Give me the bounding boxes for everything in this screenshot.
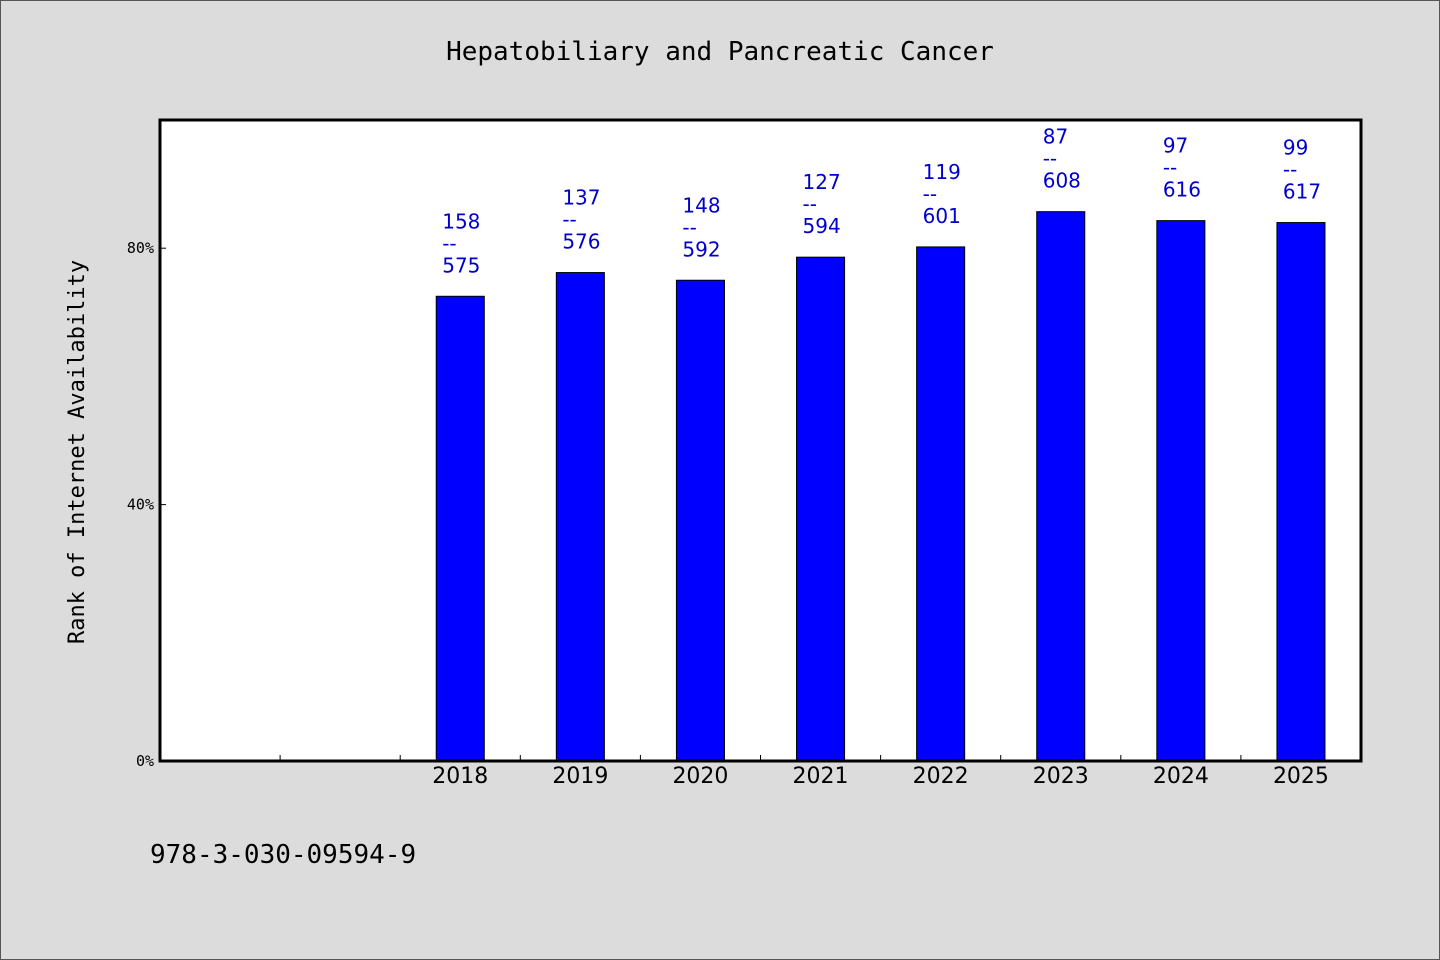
bar [1276,222,1326,762]
x-tick-label: 2019 [552,764,608,789]
y-tick-label: 80% [127,239,154,257]
x-tick-label: 2023 [1033,764,1089,789]
bar-value-label: 576 [562,230,600,254]
bar-value-label: -- [1043,147,1057,171]
bar-value-label: -- [923,182,937,206]
bar-value-label: 127 [803,170,841,194]
bar-value-label: 592 [682,237,720,261]
bar-value-label: 601 [923,204,961,228]
bar-value-label: 575 [442,253,480,277]
y-axis-label: Rank of Internet Availability [65,260,90,644]
x-tick-label: 2018 [432,764,488,789]
bar-value-label: 608 [1043,169,1081,193]
bar-value-label: 616 [1163,178,1201,202]
x-tick-label: 2021 [793,764,849,789]
bar-value-label: 148 [682,193,720,217]
bar-value-label: -- [1283,158,1297,182]
bar [675,279,725,762]
bar [1156,220,1206,762]
bar-value-label: -- [1163,156,1177,180]
x-tick-label: 2024 [1153,764,1209,789]
x-tick-label: 2020 [672,764,728,789]
isbn-footer: 978-3-030-09594-9 [150,840,416,870]
y-tick-label: 40% [127,496,154,514]
bars-group: 158--575137--576148--592127--594119--601… [435,125,1326,762]
plot-border [158,118,1363,763]
bar-value-label: -- [562,208,576,232]
bar-value-label: -- [442,231,456,255]
x-tick-label: 2022 [913,764,969,789]
bar-value-label: 87 [1043,125,1068,149]
chart-title: Hepatobiliary and Pancreatic Cancer [446,37,994,67]
bar [555,272,605,762]
bar [916,246,966,762]
bar-value-label: 617 [1283,180,1321,204]
y-tick-label: 0% [136,752,154,770]
x-tick-label: 2025 [1273,764,1329,789]
bar [1036,211,1086,762]
ticks-group: 0% 40% 80% 2018 2019 2020 2021 2022 2023 2024 2025 [127,239,1329,789]
bar-value-label: 99 [1283,136,1308,160]
bar-value-label: 158 [442,209,480,233]
bar-value-label: 137 [562,186,600,210]
bar-value-label: 119 [923,160,961,184]
bar-value-label: -- [682,215,696,239]
bar [435,295,485,762]
bar [796,256,846,762]
bar-value-label: 594 [803,214,841,238]
bar-value-label: 97 [1163,134,1188,158]
bar-value-label: -- [803,192,817,216]
